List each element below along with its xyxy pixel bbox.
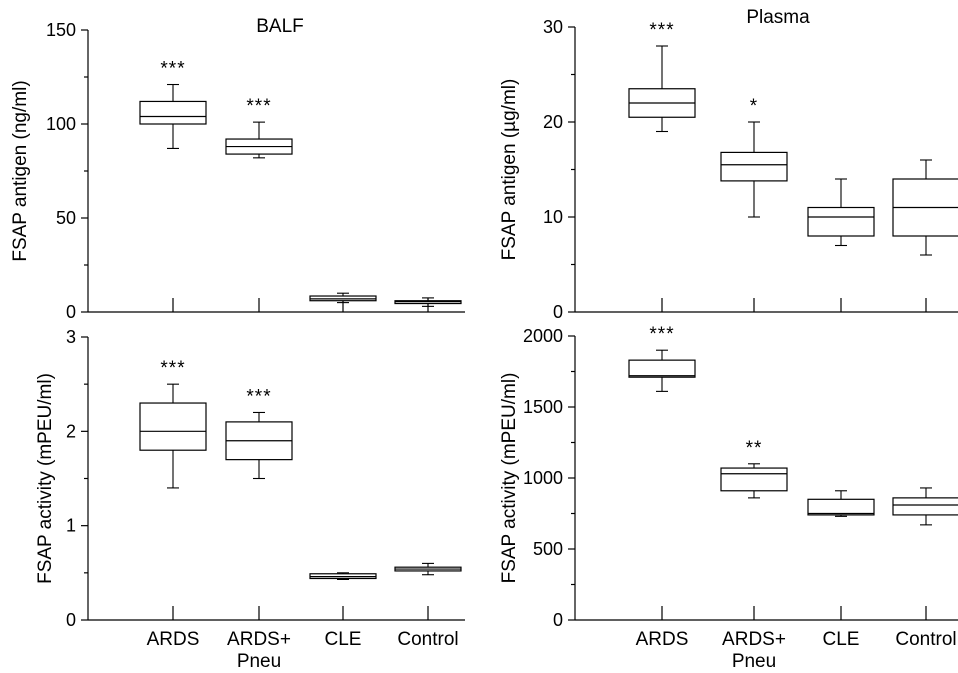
box-ards-pneu: * [720,96,788,218]
box-control [892,487,958,526]
box-cle [309,292,377,304]
y-tick-label: 0 [66,610,76,630]
box-ards: *** [139,358,207,489]
significance-label: *** [160,59,185,80]
box-ards-pneu: *** [225,386,293,480]
x-category-label: CLE [325,629,362,650]
box-control [394,562,462,576]
y-axis-label: FSAP antigen (ng/ml) [10,80,31,261]
panel-balf-antigen: 0 50 100 150 FSAP antigen (ng/ml) BALF *** *** [10,16,465,322]
box-cle [807,490,875,517]
y-tick-label: 2000 [523,326,563,346]
box-iqr [139,100,207,125]
y-tick-label: 500 [533,539,563,559]
significance-label: *** [649,20,674,41]
y-tick-label: 3 [66,327,76,347]
box-iqr [807,498,875,516]
box-ards: *** [628,20,696,133]
y-axis-label: FSAP activity (mPEU/ml) [35,373,56,584]
significance-label: *** [246,96,271,117]
box-iqr [807,206,875,237]
significance-label: * [750,96,758,117]
y-tick-label: 100 [46,114,76,134]
panel-title: Plasma [746,7,810,28]
x-category-label: ARDS+ [722,629,786,650]
box-iqr [720,467,788,492]
significance-label: *** [246,386,271,407]
x-category-label: CLE [823,629,860,650]
x-category-label: ARDS [147,629,200,650]
y-tick-label: 10 [543,207,563,227]
box-control [892,159,958,256]
y-tick-label: 30 [543,17,563,37]
significance-label: *** [160,358,185,379]
box-ards-pneu: *** [225,96,293,159]
box-ards: *** [139,59,207,149]
box-ards: *** [628,324,696,392]
y-tick-label: 20 [543,112,563,132]
box-iqr [720,151,788,182]
y-tick-label: 150 [46,20,76,40]
y-tick-label: 1000 [523,468,563,488]
y-tick-label: 0 [553,610,563,630]
y-tick-label: 1500 [523,397,563,417]
panel-balf-activity: 0 1 2 3 FSAP activity (mPEU/ml) *** *** [35,327,465,630]
box-cle [309,572,377,580]
x-category-label: Control [895,629,956,650]
box-iqr [628,359,696,378]
box-control [394,297,462,307]
significance-label: *** [649,324,674,345]
box-ards-pneu: ** [720,438,788,499]
x-category-label-line2: Pneu [732,651,776,672]
significance-label: ** [746,438,763,459]
y-axis-label: FSAP activity (mPEU/ml) [499,373,520,584]
y-axis-label: FSAP antigen (µg/ml) [499,79,520,261]
box-iqr [139,402,207,451]
x-category-label-line2: Pneu [237,651,281,672]
y-tick-label: 0 [553,302,563,322]
y-tick-label: 0 [66,302,76,322]
box-cle [807,178,875,247]
panel-title: BALF [256,16,304,37]
y-tick-label: 50 [56,208,76,228]
box-iqr [892,497,958,516]
x-category-label: ARDS+ [227,629,291,650]
x-category-label: Control [397,629,458,650]
x-category-label: ARDS [636,629,689,650]
y-tick-label: 2 [66,421,76,441]
panel-plasma-activity: 0 500 1000 1500 2000 FSAP activity (mPEU/ml) *… [499,324,958,630]
y-tick-label: 1 [66,516,76,536]
